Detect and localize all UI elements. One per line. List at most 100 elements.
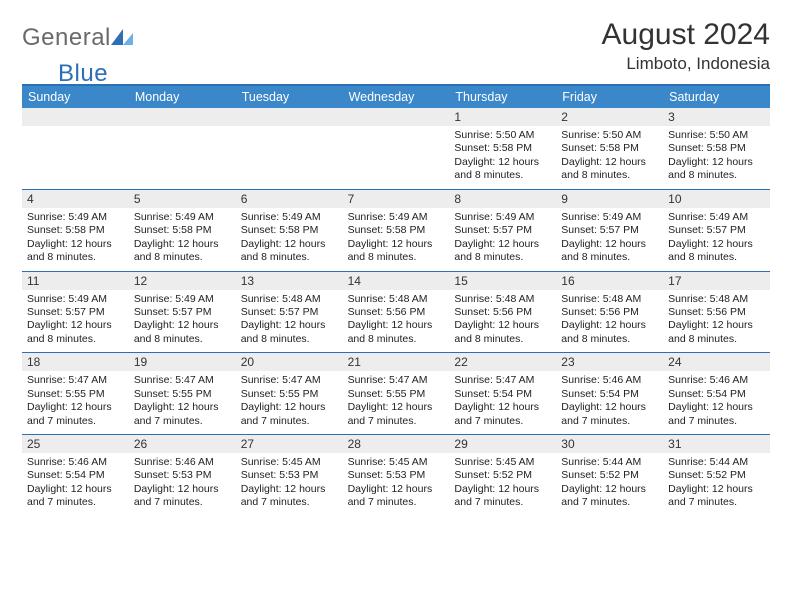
day-number: 13 <box>236 272 343 290</box>
sunrise-text: Sunrise: 5:44 AM <box>668 456 765 469</box>
day-number <box>22 108 129 126</box>
day-detail: Sunrise: 5:47 AMSunset: 5:55 PMDaylight:… <box>129 371 236 434</box>
day-detail: Sunrise: 5:49 AMSunset: 5:57 PMDaylight:… <box>663 208 770 271</box>
daylight-text: Daylight: 12 hours and 7 minutes. <box>668 401 765 428</box>
sunrise-text: Sunrise: 5:47 AM <box>134 374 231 387</box>
sunrise-text: Sunrise: 5:45 AM <box>454 456 551 469</box>
day-number: 3 <box>663 108 770 126</box>
sunrise-text: Sunrise: 5:49 AM <box>27 293 124 306</box>
day-detail: Sunrise: 5:44 AMSunset: 5:52 PMDaylight:… <box>663 453 770 516</box>
day-detail-row: Sunrise: 5:49 AMSunset: 5:57 PMDaylight:… <box>22 290 770 353</box>
daylight-text: Daylight: 12 hours and 8 minutes. <box>134 238 231 265</box>
sunrise-text: Sunrise: 5:47 AM <box>454 374 551 387</box>
day-detail: Sunrise: 5:48 AMSunset: 5:56 PMDaylight:… <box>449 290 556 353</box>
daylight-text: Daylight: 12 hours and 8 minutes. <box>561 238 658 265</box>
day-number: 11 <box>22 272 129 290</box>
daylight-text: Daylight: 12 hours and 8 minutes. <box>454 238 551 265</box>
day-detail: Sunrise: 5:48 AMSunset: 5:56 PMDaylight:… <box>343 290 450 353</box>
day-number: 28 <box>343 435 450 453</box>
day-number-row: 11121314151617 <box>22 271 770 290</box>
day-number: 27 <box>236 435 343 453</box>
sunset-text: Sunset: 5:57 PM <box>27 306 124 319</box>
sunset-text: Sunset: 5:58 PM <box>668 142 765 155</box>
daylight-text: Daylight: 12 hours and 8 minutes. <box>348 319 445 346</box>
day-detail: Sunrise: 5:47 AMSunset: 5:54 PMDaylight:… <box>449 371 556 434</box>
sunset-text: Sunset: 5:58 PM <box>561 142 658 155</box>
weekday-label: Sunday <box>22 86 129 108</box>
day-number: 31 <box>663 435 770 453</box>
sunset-text: Sunset: 5:55 PM <box>134 388 231 401</box>
title-block: August 2024 Limboto, Indonesia <box>602 18 770 74</box>
weekday-label: Tuesday <box>236 86 343 108</box>
sunset-text: Sunset: 5:54 PM <box>27 469 124 482</box>
sunset-text: Sunset: 5:55 PM <box>27 388 124 401</box>
sunrise-text: Sunrise: 5:48 AM <box>348 293 445 306</box>
day-number <box>129 108 236 126</box>
daylight-text: Daylight: 12 hours and 8 minutes. <box>668 156 765 183</box>
day-number: 1 <box>449 108 556 126</box>
day-number: 15 <box>449 272 556 290</box>
day-number: 6 <box>236 190 343 208</box>
day-detail: Sunrise: 5:45 AMSunset: 5:53 PMDaylight:… <box>236 453 343 516</box>
logo-triangle-icon <box>111 27 137 52</box>
sunrise-text: Sunrise: 5:47 AM <box>27 374 124 387</box>
day-detail <box>22 126 129 189</box>
day-detail: Sunrise: 5:46 AMSunset: 5:54 PMDaylight:… <box>22 453 129 516</box>
sunset-text: Sunset: 5:53 PM <box>241 469 338 482</box>
sunset-text: Sunset: 5:52 PM <box>561 469 658 482</box>
day-detail-row: Sunrise: 5:49 AMSunset: 5:58 PMDaylight:… <box>22 208 770 271</box>
weekday-label: Saturday <box>663 86 770 108</box>
weekday-label: Wednesday <box>343 86 450 108</box>
sunrise-text: Sunrise: 5:47 AM <box>348 374 445 387</box>
day-detail <box>236 126 343 189</box>
sunset-text: Sunset: 5:56 PM <box>454 306 551 319</box>
weekday-label: Friday <box>556 86 663 108</box>
day-number: 4 <box>22 190 129 208</box>
day-number: 5 <box>129 190 236 208</box>
day-detail: Sunrise: 5:46 AMSunset: 5:54 PMDaylight:… <box>663 371 770 434</box>
sunset-text: Sunset: 5:54 PM <box>454 388 551 401</box>
weekday-label: Thursday <box>449 86 556 108</box>
day-number: 18 <box>22 353 129 371</box>
daylight-text: Daylight: 12 hours and 8 minutes. <box>27 319 124 346</box>
month-title: August 2024 <box>602 18 770 52</box>
sunrise-text: Sunrise: 5:48 AM <box>454 293 551 306</box>
day-number: 7 <box>343 190 450 208</box>
sunset-text: Sunset: 5:55 PM <box>348 388 445 401</box>
daylight-text: Daylight: 12 hours and 7 minutes. <box>561 483 658 510</box>
day-detail: Sunrise: 5:49 AMSunset: 5:57 PMDaylight:… <box>129 290 236 353</box>
sunset-text: Sunset: 5:58 PM <box>241 224 338 237</box>
sunset-text: Sunset: 5:52 PM <box>668 469 765 482</box>
day-number-row: 18192021222324 <box>22 352 770 371</box>
daylight-text: Daylight: 12 hours and 7 minutes. <box>134 401 231 428</box>
sunrise-text: Sunrise: 5:46 AM <box>668 374 765 387</box>
sunset-text: Sunset: 5:57 PM <box>241 306 338 319</box>
sunrise-text: Sunrise: 5:49 AM <box>241 211 338 224</box>
sunset-text: Sunset: 5:58 PM <box>454 142 551 155</box>
day-number <box>236 108 343 126</box>
sunrise-text: Sunrise: 5:49 AM <box>668 211 765 224</box>
sunrise-text: Sunrise: 5:49 AM <box>561 211 658 224</box>
day-number: 2 <box>556 108 663 126</box>
daylight-text: Daylight: 12 hours and 7 minutes. <box>348 483 445 510</box>
day-detail: Sunrise: 5:47 AMSunset: 5:55 PMDaylight:… <box>343 371 450 434</box>
day-number: 16 <box>556 272 663 290</box>
daylight-text: Daylight: 12 hours and 7 minutes. <box>454 483 551 510</box>
location: Limboto, Indonesia <box>602 54 770 74</box>
day-number: 25 <box>22 435 129 453</box>
daylight-text: Daylight: 12 hours and 7 minutes. <box>27 483 124 510</box>
sunrise-text: Sunrise: 5:49 AM <box>134 211 231 224</box>
sunrise-text: Sunrise: 5:46 AM <box>27 456 124 469</box>
day-detail: Sunrise: 5:48 AMSunset: 5:56 PMDaylight:… <box>556 290 663 353</box>
sunset-text: Sunset: 5:58 PM <box>348 224 445 237</box>
logo-text-blue: Blue <box>58 60 108 88</box>
sunset-text: Sunset: 5:57 PM <box>454 224 551 237</box>
day-detail: Sunrise: 5:46 AMSunset: 5:54 PMDaylight:… <box>556 371 663 434</box>
daylight-text: Daylight: 12 hours and 8 minutes. <box>454 156 551 183</box>
day-detail-row: Sunrise: 5:50 AMSunset: 5:58 PMDaylight:… <box>22 126 770 189</box>
day-number: 30 <box>556 435 663 453</box>
day-detail: Sunrise: 5:47 AMSunset: 5:55 PMDaylight:… <box>22 371 129 434</box>
day-detail: Sunrise: 5:49 AMSunset: 5:57 PMDaylight:… <box>22 290 129 353</box>
sunset-text: Sunset: 5:56 PM <box>561 306 658 319</box>
day-detail: Sunrise: 5:49 AMSunset: 5:58 PMDaylight:… <box>129 208 236 271</box>
